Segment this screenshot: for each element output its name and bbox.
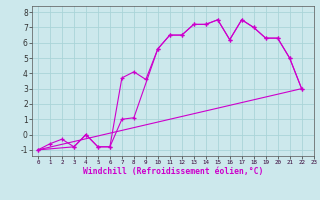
X-axis label: Windchill (Refroidissement éolien,°C): Windchill (Refroidissement éolien,°C) (83, 167, 263, 176)
